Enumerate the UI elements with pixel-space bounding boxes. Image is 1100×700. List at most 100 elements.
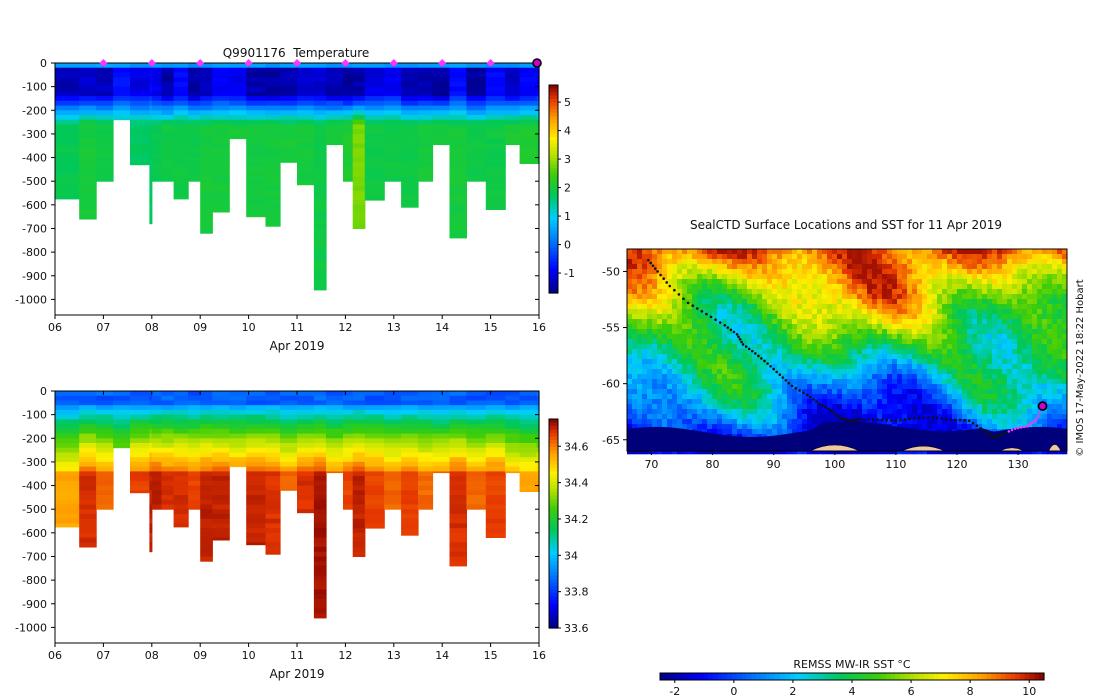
sst-cell bbox=[842, 309, 848, 315]
section-cell bbox=[55, 171, 80, 177]
section-cell bbox=[96, 504, 114, 510]
sst-cell bbox=[742, 384, 748, 390]
section-cell bbox=[161, 67, 175, 73]
sst-cell bbox=[1052, 364, 1058, 370]
sst-cell bbox=[692, 334, 698, 340]
sst-cell bbox=[852, 309, 858, 315]
section-cell bbox=[265, 223, 281, 227]
sst-cell bbox=[1002, 349, 1008, 355]
section-cell bbox=[384, 504, 402, 510]
section-cell bbox=[364, 400, 385, 406]
sst-cell bbox=[692, 324, 698, 330]
sst-cell bbox=[1047, 304, 1053, 310]
sst-cell bbox=[717, 399, 723, 405]
section-cell bbox=[449, 547, 467, 553]
section-cell bbox=[343, 133, 354, 140]
sst-cell bbox=[1052, 314, 1058, 320]
sst-cell bbox=[877, 289, 883, 295]
section-cell bbox=[466, 452, 487, 458]
sst-cell bbox=[1022, 349, 1028, 355]
section-cell bbox=[536, 457, 540, 463]
sst-cell bbox=[1042, 269, 1048, 275]
sst-cell bbox=[637, 254, 643, 260]
colorbar-segment bbox=[549, 596, 558, 601]
sst-cell bbox=[1007, 284, 1013, 290]
section-cell bbox=[536, 400, 540, 406]
sst-cell bbox=[982, 284, 988, 290]
sst-cell bbox=[772, 394, 778, 400]
section-cell bbox=[384, 162, 402, 168]
section-cell bbox=[297, 480, 315, 486]
section-cell bbox=[130, 138, 150, 144]
section-cell bbox=[265, 391, 281, 397]
section-cell bbox=[265, 452, 281, 458]
section-cell bbox=[55, 518, 80, 524]
sst-cell bbox=[1047, 279, 1053, 285]
sst-cell bbox=[767, 389, 773, 395]
section-cell bbox=[536, 67, 540, 73]
sst-cell bbox=[662, 369, 668, 375]
section-cell bbox=[352, 124, 366, 130]
section-cell bbox=[418, 143, 434, 149]
section-cell bbox=[265, 504, 281, 510]
sst-cell bbox=[897, 289, 903, 295]
sst-cell bbox=[942, 314, 948, 320]
sst-cell bbox=[922, 359, 928, 365]
sst-cell bbox=[707, 254, 713, 260]
sst-cell bbox=[912, 404, 918, 410]
sst-cell bbox=[722, 249, 728, 255]
sst-cell bbox=[1037, 304, 1043, 310]
sst-cell bbox=[997, 249, 1003, 255]
sst-cell bbox=[782, 269, 788, 275]
sst-cell bbox=[862, 404, 868, 410]
section-cell bbox=[151, 447, 163, 453]
sst-cell bbox=[752, 414, 758, 420]
sst-cell bbox=[872, 279, 878, 285]
section-cell bbox=[519, 395, 538, 401]
sst-cell bbox=[692, 274, 698, 280]
sst-cell bbox=[927, 394, 933, 400]
sst-cell bbox=[812, 284, 818, 290]
section-cell bbox=[79, 405, 97, 411]
sst-cell bbox=[807, 264, 813, 270]
sst-cell bbox=[677, 369, 683, 375]
sst-cell bbox=[792, 264, 798, 270]
sst-cell bbox=[892, 259, 898, 265]
section-cell bbox=[505, 100, 521, 106]
sst-cell bbox=[772, 379, 778, 385]
sst-cell bbox=[937, 299, 943, 305]
section-cell bbox=[79, 115, 97, 121]
section-cell bbox=[55, 195, 80, 200]
sst-cell bbox=[747, 284, 753, 290]
sst-cell bbox=[682, 414, 688, 420]
section-cell bbox=[96, 96, 114, 102]
sst-cell bbox=[712, 409, 718, 415]
sst-cell bbox=[637, 279, 643, 285]
sst-cell bbox=[877, 254, 883, 260]
section-cell bbox=[161, 157, 175, 163]
sst-cell bbox=[722, 369, 728, 375]
sst-cell bbox=[722, 264, 728, 270]
sst-cell bbox=[747, 354, 753, 360]
sst-cell bbox=[767, 379, 773, 385]
sst-cell bbox=[687, 409, 693, 415]
sst-cell bbox=[677, 284, 683, 290]
section-cell bbox=[79, 129, 97, 135]
section-cell bbox=[466, 148, 487, 154]
section-cell bbox=[280, 77, 298, 83]
section-cell bbox=[364, 143, 385, 149]
section-cell bbox=[188, 63, 201, 69]
section-cell bbox=[401, 419, 419, 425]
sst-cell bbox=[992, 274, 998, 280]
section-cell bbox=[519, 72, 538, 78]
sst-cell bbox=[697, 389, 703, 395]
sst-cell bbox=[867, 274, 873, 280]
colorbar-segment bbox=[549, 98, 558, 103]
section-cell bbox=[449, 428, 467, 434]
sst-cell bbox=[687, 354, 693, 360]
section-cell bbox=[418, 480, 434, 486]
sst-cell bbox=[887, 279, 893, 285]
section-cell bbox=[130, 405, 150, 411]
sst-cell bbox=[972, 404, 978, 410]
sst-cell bbox=[967, 254, 973, 260]
